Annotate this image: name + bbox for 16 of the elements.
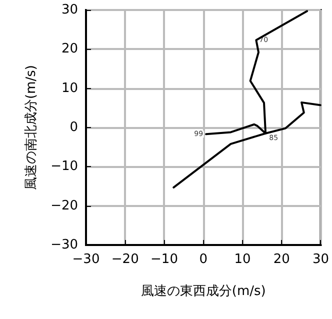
y-tick-label: −30: [50, 238, 78, 252]
x-axis-title: 風速の東西成分(m/s): [140, 284, 266, 299]
y-tick-label: −20: [50, 198, 78, 214]
x-tick-label: 0: [199, 252, 208, 267]
y-tick-label: 0: [70, 120, 78, 135]
x-tick-label: −10: [150, 252, 178, 267]
y-tick-label: 10: [61, 80, 78, 96]
y-tick-label: −10: [50, 159, 78, 174]
y-tick-label: 30: [61, 2, 78, 18]
x-tick-label: 10: [234, 252, 251, 267]
x-tick-label: −30: [72, 252, 100, 267]
x-tick-label: 20: [273, 252, 290, 267]
x-tick-label: −20: [111, 252, 139, 267]
x-tick-label: 30: [312, 252, 329, 267]
y-tick-label: 20: [61, 42, 78, 57]
y-axis-title: 風速の南北成分(m/s): [24, 65, 39, 190]
